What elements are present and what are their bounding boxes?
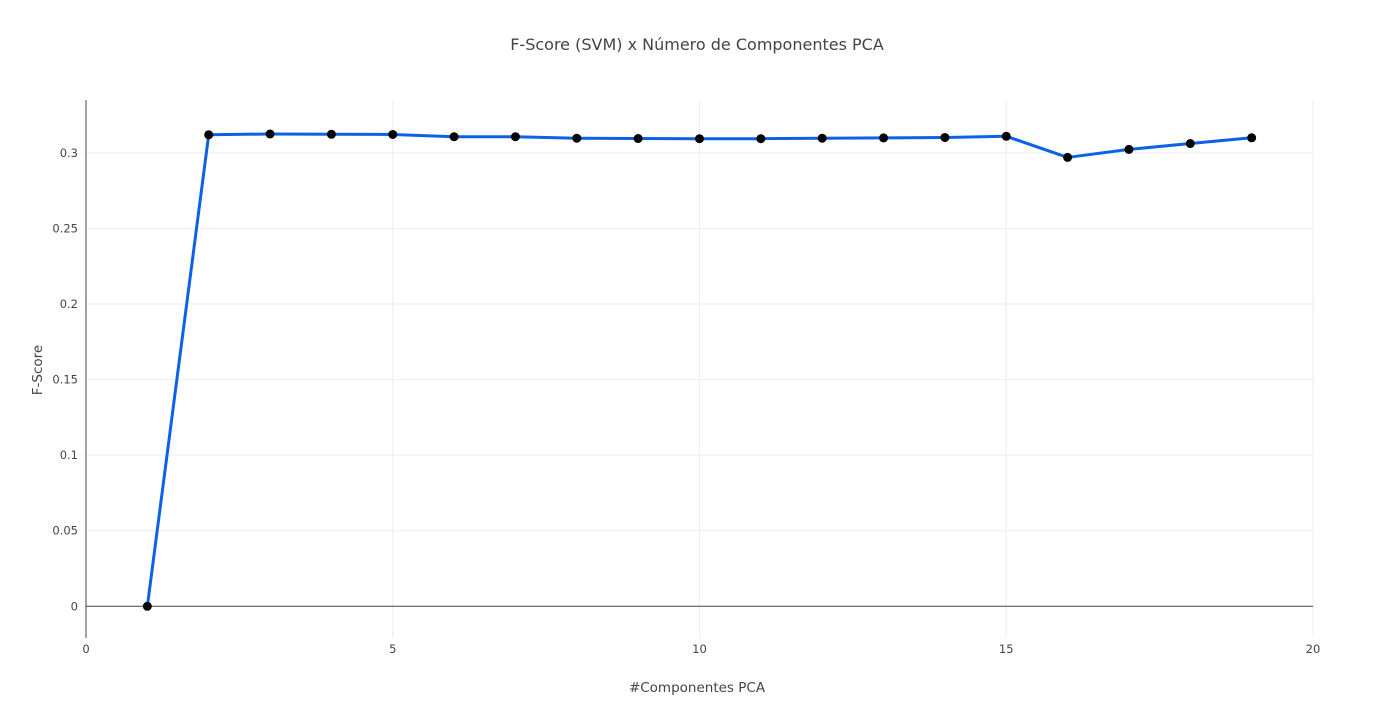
y-tick-label: 0.2 [60, 297, 78, 311]
tick-label-layer: 0 5 10 15 20 0 0.05 0.1 0.15 0.2 0.25 0.3 [52, 146, 1320, 656]
data-point-marker[interactable] [879, 133, 889, 143]
x-tick-label: 5 [389, 642, 396, 656]
x-tick-label: 20 [1306, 642, 1321, 656]
chart-title: F-Score (SVM) x Número de Componentes PC… [510, 35, 884, 54]
data-point-marker[interactable] [449, 132, 459, 142]
data-point-marker[interactable] [388, 129, 398, 139]
data-point-marker[interactable] [326, 129, 336, 139]
x-tick-label: 15 [999, 642, 1014, 656]
y-tick-label: 0.05 [52, 524, 78, 538]
y-tick-label: 0.3 [60, 146, 78, 160]
y-tick-label: 0.15 [52, 373, 78, 387]
y-tick-label: 0.25 [52, 221, 78, 235]
data-point-marker[interactable] [1001, 131, 1011, 141]
data-point-marker[interactable] [204, 130, 214, 140]
x-axis-title: #Componentes PCA [629, 680, 766, 696]
data-point-marker[interactable] [1185, 139, 1195, 149]
data-point-marker[interactable] [756, 134, 766, 144]
data-point-marker[interactable] [633, 134, 643, 144]
data-point-marker[interactable] [695, 134, 704, 144]
data-point-marker[interactable] [510, 132, 520, 142]
data-point-marker[interactable] [940, 132, 950, 142]
y-tick-label: 0 [71, 599, 78, 613]
data-point-marker[interactable] [817, 133, 827, 143]
grid-layer [86, 100, 1314, 638]
y-tick-label: 0.1 [60, 448, 78, 462]
data-point-marker[interactable] [265, 129, 275, 139]
y-axis-title: F-Score [30, 345, 46, 395]
data-point-marker[interactable] [1063, 152, 1073, 162]
data-point-marker[interactable] [142, 601, 152, 611]
data-point-marker[interactable] [1124, 144, 1134, 154]
plot-layer [142, 129, 1257, 611]
x-tick-label: 0 [82, 642, 89, 656]
x-tick-label: 10 [692, 642, 707, 656]
data-point-marker[interactable] [1247, 133, 1257, 143]
data-point-marker[interactable] [572, 133, 582, 143]
axes-layer [85, 100, 1313, 638]
